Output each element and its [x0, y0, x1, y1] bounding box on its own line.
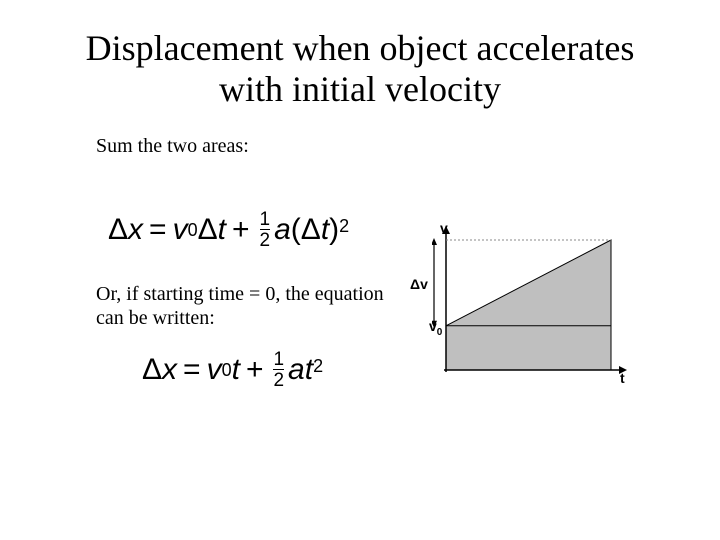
- subtitle-text: Sum the two areas:: [0, 111, 720, 158]
- subscript-0: 0: [188, 220, 198, 241]
- fraction-half: 1 2: [273, 350, 284, 390]
- chart-svg: [432, 222, 632, 392]
- dv-var: v: [420, 276, 428, 292]
- v0-label: v0: [429, 318, 442, 338]
- fraction-den: 2: [260, 229, 271, 250]
- var-t: t: [232, 353, 240, 387]
- y-axis-label: v: [440, 220, 448, 236]
- plus-sign: +: [246, 353, 264, 387]
- rparen: ): [329, 213, 339, 247]
- var-v: v: [207, 353, 222, 387]
- var-a: a: [288, 353, 305, 387]
- delta-symbol: Δ: [301, 213, 321, 247]
- equals-sign: =: [183, 353, 201, 387]
- delta-symbol: Δ: [142, 353, 162, 387]
- var-t: t: [305, 353, 313, 387]
- plus-sign: +: [232, 213, 250, 247]
- dv-delta: Δ: [410, 276, 420, 292]
- delta-symbol: Δ: [198, 213, 218, 247]
- var-a: a: [274, 213, 291, 247]
- var-t: t: [321, 213, 329, 247]
- equation-1: Δx = v0 Δt + 1 2 a(Δt)2: [108, 210, 349, 250]
- delta-symbol: Δ: [108, 213, 128, 247]
- fraction-num: 1: [260, 210, 271, 229]
- var-t: t: [218, 213, 226, 247]
- lparen: (: [291, 213, 301, 247]
- var-v: v: [173, 213, 188, 247]
- exponent-2: 2: [313, 356, 323, 377]
- exponent-2: 2: [339, 216, 349, 237]
- fraction-den: 2: [273, 369, 284, 390]
- page-title: Displacement when object accelerates wit…: [0, 0, 720, 111]
- v0-letter: v: [429, 318, 437, 334]
- subscript-0: 0: [222, 360, 232, 381]
- delta-v-label: Δv: [410, 276, 428, 292]
- equation-2: Δx = v0t + 1 2 at2: [142, 350, 323, 390]
- var-x: x: [162, 353, 177, 387]
- fraction-num: 1: [273, 350, 284, 369]
- var-x: x: [128, 213, 143, 247]
- equals-sign: =: [149, 213, 167, 247]
- velocity-time-graph: v t v0 Δv: [432, 222, 632, 392]
- note-text: Or, if starting time = 0, the equation c…: [96, 282, 396, 330]
- fraction-half: 1 2: [260, 210, 271, 250]
- x-axis-label: t: [620, 370, 625, 386]
- v0-sub: 0: [437, 327, 443, 338]
